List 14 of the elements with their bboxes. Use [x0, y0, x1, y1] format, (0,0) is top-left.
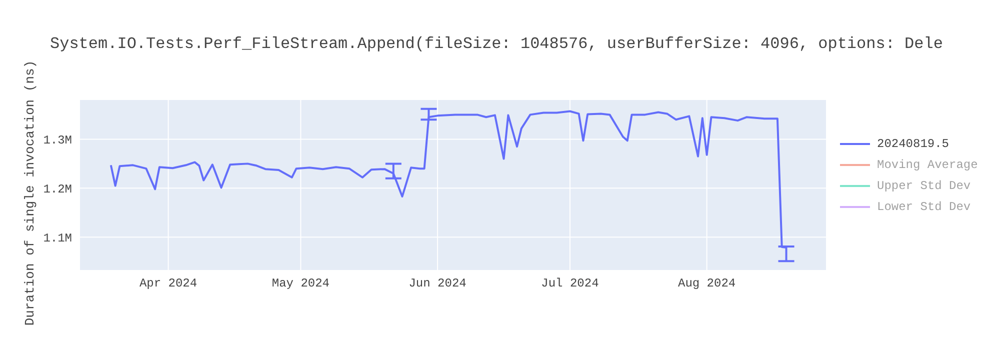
y-axis-title: Duration of single invocation (ns) [22, 60, 38, 326]
legend-label: Upper Std Dev [877, 178, 971, 192]
x-tick-label: Jun 2024 [408, 276, 466, 291]
y-tick-label: 1.1M [43, 231, 72, 246]
x-tick-label: Aug 2024 [678, 276, 736, 291]
legend-label: 20240819.5 [877, 136, 950, 150]
chart-title: System.IO.Tests.Perf_FileStream.Append(fileSize: 1048576, userBufferSize: 4096, options: Dele [50, 35, 943, 53]
y-tick-label: 1.2M [43, 182, 72, 196]
x-tick-label: Jul 2024 [541, 276, 599, 291]
x-tick-label: Apr 2024 [139, 276, 198, 291]
x-tick-label: May 2024 [272, 276, 330, 291]
legend-label: Lower Std Dev [877, 200, 971, 214]
y-tick-label: 1.3M [43, 133, 72, 148]
legend-label: Moving Average [877, 158, 978, 172]
